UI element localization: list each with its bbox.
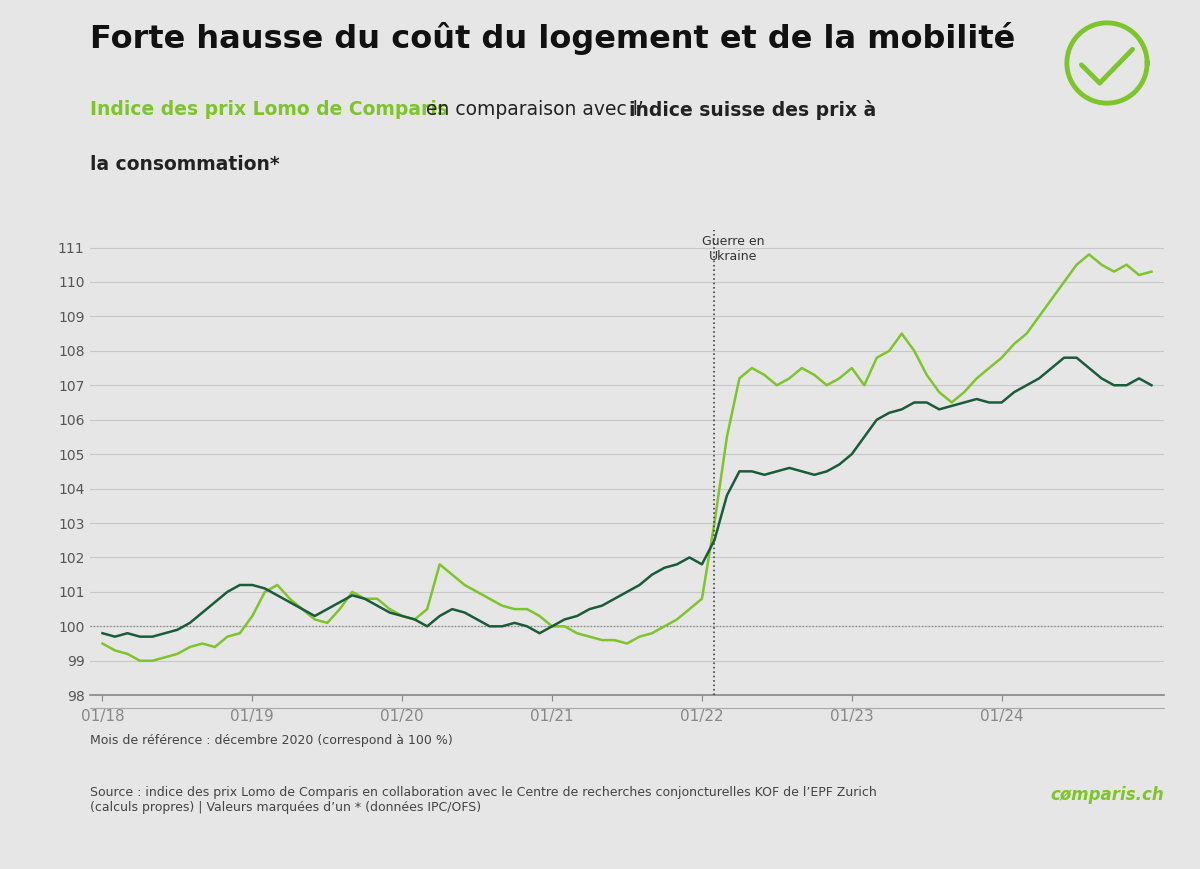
Text: cømparis.ch: cømparis.ch (1050, 786, 1164, 805)
Text: Indice des prix Lomo de Comparis: Indice des prix Lomo de Comparis (90, 100, 448, 119)
Text: Source : indice des prix Lomo de Comparis en collaboration avec le Centre de rec: Source : indice des prix Lomo de Compari… (90, 786, 877, 814)
Text: Forte hausse du coût du logement et de la mobilité: Forte hausse du coût du logement et de l… (90, 22, 1015, 55)
Text: Guerre en
Ukraine: Guerre en Ukraine (702, 235, 764, 263)
Text: Mois de référence : décembre 2020 (correspond à 100 %): Mois de référence : décembre 2020 (corre… (90, 734, 452, 747)
Text: indice suisse des prix à: indice suisse des prix à (629, 100, 876, 120)
Text: la consommation*: la consommation* (90, 155, 280, 174)
Text: en comparaison avec l’: en comparaison avec l’ (420, 100, 643, 119)
